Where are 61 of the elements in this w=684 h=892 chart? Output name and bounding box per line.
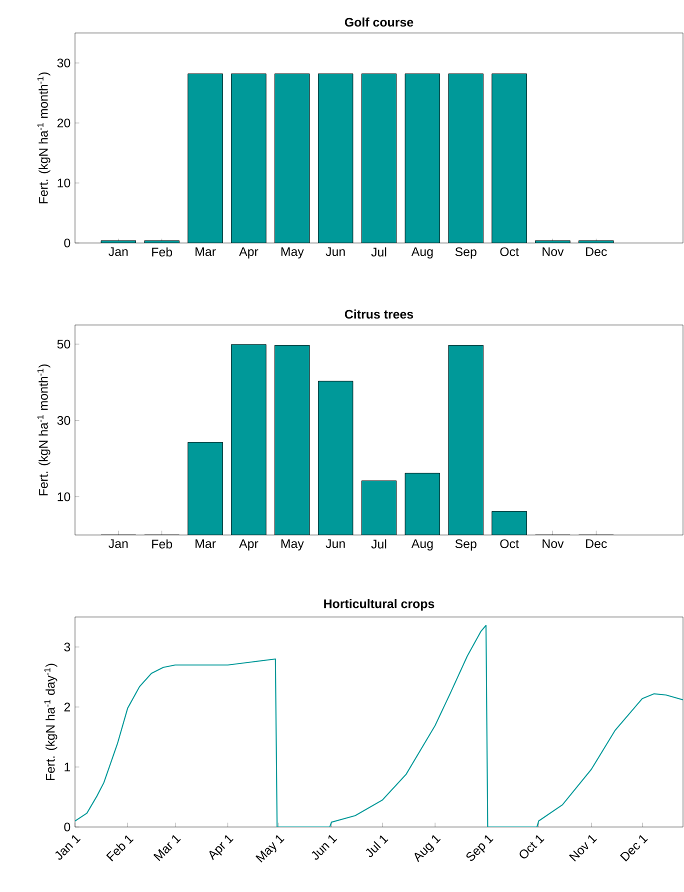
x-tick-label: Mar 1 (153, 835, 181, 861)
x-tick-label: Jan (108, 247, 128, 256)
x-tick-label: Apr 1 (209, 835, 234, 860)
y-tick-label: 0 (64, 822, 70, 832)
y-tick-label: 3 (64, 642, 70, 652)
chart-title: Citrus trees (344, 310, 414, 319)
y-axis-title: Fert. (kgN ha$^{-1}$ month$^{-1}$) (37, 364, 50, 496)
x-tick-label: Nov 1 (569, 835, 597, 862)
chart-title: Horticultural crops (324, 599, 434, 611)
x-tick-label: May (281, 539, 304, 550)
y-tick-label: 30 (57, 416, 70, 425)
x-tick-label: Nov (542, 539, 564, 548)
x-tick-label: Jul (371, 539, 386, 548)
x-tick-label: Apr (239, 539, 258, 550)
bar (405, 473, 440, 535)
y-tick-label: 10 (58, 492, 70, 502)
x-tick-label: Jun 1 (312, 835, 338, 860)
x-tick-label: Aug (411, 247, 433, 258)
chart-title: Golf course (344, 17, 414, 27)
y-tick-label: 50 (57, 340, 70, 348)
x-tick-label: May 1 (256, 835, 284, 862)
bar (492, 511, 527, 535)
x-tick-label: Sep 1 (466, 835, 494, 861)
x-tick-label: Sep (455, 539, 476, 551)
x-tick-label: Feb 1 (106, 835, 134, 862)
x-tick-label: May (281, 247, 304, 258)
x-tick-label: Apr (239, 247, 258, 258)
y-tick-label: 2 (64, 702, 70, 712)
y-axis-title: Fert. (kgN ha$^{-1}$ month$^{-1}$) (37, 72, 50, 204)
x-tick-label: Aug 1 (414, 835, 441, 862)
x-tick-label: Mar (196, 539, 216, 548)
x-tick-label: Jan (108, 539, 128, 548)
x-tick-label: Oct 1 (520, 835, 544, 858)
x-tick-label: Mar (196, 247, 216, 256)
x-tick-label: Jul 1 (366, 835, 388, 858)
x-tick-label: Jun (326, 539, 345, 548)
bar (448, 345, 484, 535)
x-tick-label: Feb (152, 539, 172, 548)
x-tick-label: Jun (326, 247, 345, 256)
bar (231, 344, 266, 535)
bar (188, 442, 223, 535)
x-tick-label: Feb (152, 247, 172, 256)
x-tick-label: Dec 1 (620, 835, 648, 862)
y-tick-label: 30 (57, 58, 70, 68)
y-tick-label: 20 (57, 118, 70, 128)
bar (362, 480, 396, 535)
x-tick-label: Aug (411, 539, 433, 550)
x-tick-label: Dec (586, 539, 607, 548)
y-tick-label: 0 (64, 238, 70, 248)
x-tick-label: Nov (542, 247, 564, 256)
x-tick-label: Oct (500, 247, 519, 256)
x-tick-label: Sep (455, 247, 476, 259)
y-tick-label: 1 (64, 762, 70, 772)
bar (274, 345, 310, 535)
x-tick-label: Jan 1 (55, 835, 81, 860)
y-tick-label: 10 (58, 178, 70, 188)
x-tick-label: Jul (371, 247, 386, 256)
bar (318, 381, 353, 535)
x-tick-label: Dec (586, 247, 607, 256)
x-tick-label: Oct (500, 539, 519, 548)
y-axis-title: Fert. (kgN ha$^{-1}$ day$^{-1}$) (44, 664, 58, 780)
